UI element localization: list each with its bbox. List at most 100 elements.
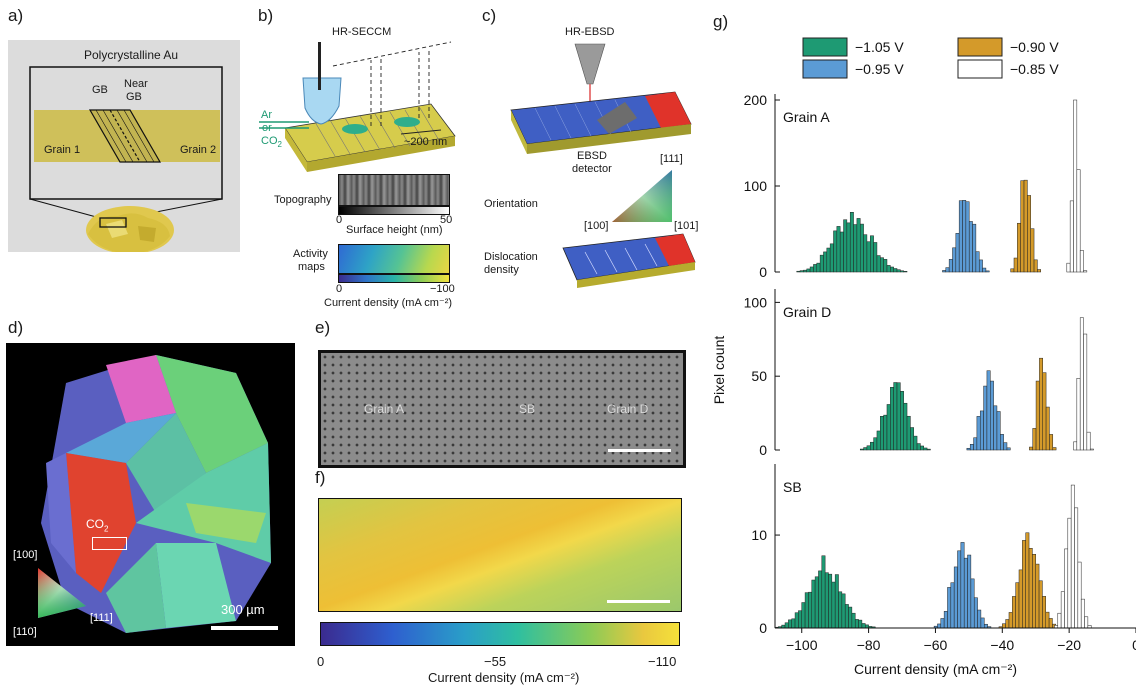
y-tick-label: 10 xyxy=(751,527,767,543)
legend-label: −0.95 V xyxy=(855,61,904,77)
histogram-panel-name: Grain A xyxy=(783,109,830,125)
histogram-bar xyxy=(973,437,978,451)
panel-b-gas-3: CO2 xyxy=(261,135,282,150)
panel-f-cb-min: 0 xyxy=(317,654,325,669)
histogram-bar xyxy=(1045,611,1050,629)
histogram-bar xyxy=(1032,428,1037,451)
histogram-bar xyxy=(866,445,871,451)
histogram-bar xyxy=(1035,563,1040,629)
legend-swatch xyxy=(957,37,1003,57)
panel-d-co2: CO2 xyxy=(86,517,109,534)
histogram-bar xyxy=(1029,446,1033,451)
histogram-bar xyxy=(948,259,953,273)
histogram-bar xyxy=(1010,268,1015,273)
histogram-bar xyxy=(806,268,811,273)
histogram-bar xyxy=(942,270,947,273)
panel-a-title: Polycrystalline Au xyxy=(84,48,179,62)
histogram-bar xyxy=(788,619,792,629)
panel-b-topo-max: 50 xyxy=(440,214,453,226)
x-axis-label: Current density (mA cm⁻²) xyxy=(854,661,1017,677)
histogram-bar xyxy=(870,441,874,451)
panel-f-cb-axis: Current density (mA cm⁻²) xyxy=(428,670,580,685)
panel-a-grain1: Grain 1 xyxy=(44,144,81,156)
histogram-bar xyxy=(1077,561,1082,629)
histogram-bar xyxy=(1076,169,1081,273)
histogram-bar xyxy=(1037,269,1041,273)
histogram-bar xyxy=(816,262,821,273)
histogram-bar xyxy=(963,557,968,629)
histogram-bar xyxy=(1030,228,1035,273)
histogram-bar xyxy=(1020,180,1025,273)
panel-e-grain-d: Grain D xyxy=(607,402,649,416)
panel-f-label: f) xyxy=(315,468,326,487)
histogram-bar xyxy=(811,579,816,629)
panel-d-label: d) xyxy=(8,318,24,337)
histogram-bar xyxy=(1032,554,1036,629)
histogram-bar xyxy=(1064,548,1069,629)
histogram-bar xyxy=(883,414,888,451)
panel-c-label: c) xyxy=(482,6,497,25)
histogram-bar xyxy=(982,267,987,273)
histogram-bar xyxy=(985,270,990,273)
topography-map xyxy=(338,174,450,206)
histogram-bar xyxy=(856,218,861,273)
histogram-bar xyxy=(1028,548,1033,629)
histogram-bar xyxy=(1079,317,1084,451)
histogram-bar xyxy=(975,251,980,273)
histogram-bar xyxy=(957,550,962,629)
panel-d-m100: [100] xyxy=(13,549,38,561)
histogram-bar xyxy=(1033,259,1038,273)
ebsd-schematic xyxy=(510,43,696,288)
sem-image xyxy=(318,350,686,468)
histogram-bar xyxy=(803,269,808,273)
panel-e-scalebar xyxy=(608,449,671,452)
seccm-schematic xyxy=(259,41,456,172)
panel-b-act-min: 0 xyxy=(336,283,343,295)
histogram-bar xyxy=(920,445,924,451)
legend-label: −0.85 V xyxy=(1010,61,1059,77)
y-tick-label: 0 xyxy=(759,264,767,280)
histogram-bar xyxy=(1039,357,1043,451)
histogram-bar xyxy=(1084,616,1089,629)
activity-map xyxy=(338,244,450,274)
histogram-bar xyxy=(873,437,878,451)
histogram-bar xyxy=(863,234,868,273)
x-tick-label: 0 xyxy=(1132,637,1136,653)
histogram-bar xyxy=(1089,448,1094,451)
histogram-bar xyxy=(1027,195,1031,273)
panel-b-activity-1: Activity xyxy=(293,248,328,260)
histogram-bar xyxy=(1017,222,1021,273)
histogram-bar xyxy=(843,219,848,273)
histogram-bar xyxy=(900,270,904,273)
y-axis-label: Pixel count xyxy=(711,336,727,405)
panel-c-m100: [100] xyxy=(584,220,609,232)
histogram-bar xyxy=(863,447,868,451)
histogram-bar xyxy=(844,604,849,629)
histogram-bar xyxy=(967,554,972,629)
y-tick-label: 0 xyxy=(759,442,767,458)
histogram-bar xyxy=(966,447,971,451)
panel-d-scale: 300 µm xyxy=(221,602,265,617)
panel-e-label: e) xyxy=(315,318,331,337)
panel-f-colorbar xyxy=(320,622,680,646)
panel-b-gas-1: Ar xyxy=(261,109,272,121)
topography-colorbar xyxy=(338,206,450,215)
histogram-bar xyxy=(916,443,921,451)
histogram-bar xyxy=(969,444,974,451)
histogram-bar xyxy=(977,609,982,629)
histogram-bar xyxy=(880,257,884,273)
histogram-bar xyxy=(1060,591,1065,629)
histogram-bar xyxy=(886,404,891,451)
histogram-bar xyxy=(870,235,874,273)
panel-f-cb-mid: −55 xyxy=(484,654,507,669)
histogram-bar xyxy=(970,578,975,629)
panel-b-topo-min: 0 xyxy=(336,214,343,226)
histogram-bar xyxy=(1006,447,1011,451)
histogram-bar xyxy=(896,269,901,273)
histogram-bar xyxy=(976,416,981,451)
histogram-bar xyxy=(836,226,841,273)
histogram-bar xyxy=(799,270,804,273)
histogram-bar xyxy=(965,201,970,273)
histogram-bar xyxy=(848,606,853,629)
panel-b-title: HR-SECCM xyxy=(332,26,392,38)
